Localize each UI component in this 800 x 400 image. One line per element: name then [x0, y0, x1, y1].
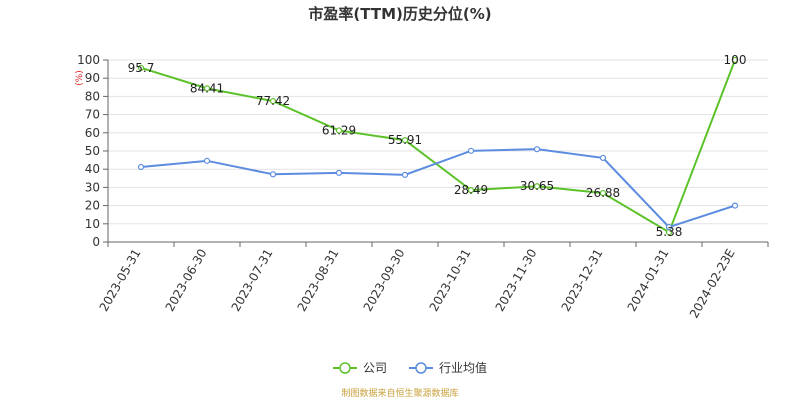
legend-swatch-marker — [339, 362, 351, 374]
data-point — [599, 189, 607, 197]
x-tick-label: 2024-02-23E — [687, 247, 738, 321]
series-layer — [137, 56, 739, 236]
data-point — [137, 64, 145, 71]
series-1 — [137, 146, 739, 231]
y-tick-label: 100 — [77, 53, 100, 67]
x-tick-label: 2023-12-31 — [559, 247, 606, 314]
y-tick-label: 40 — [85, 162, 100, 176]
data-labels: 95.7 84.41 77.42 61.29 55.91 28.49 30.65 26.88 5… — [128, 53, 747, 239]
data-point — [665, 223, 673, 231]
axes: 0 10 20 30 40 50 60 70 80 90 100 2023-05-31 2023-06-… — [77, 53, 769, 321]
legend-label: 公司 — [363, 361, 387, 375]
data-point — [467, 147, 475, 154]
data-point — [203, 157, 211, 164]
x-tick-label: 2023-07-31 — [229, 247, 276, 314]
x-tick-label: 2023-09-30 — [361, 247, 408, 314]
data-label: 30.65 — [520, 179, 554, 193]
data-point — [731, 56, 739, 64]
grid — [108, 59, 768, 225]
y-tick-label: 50 — [85, 144, 100, 158]
data-point — [467, 187, 475, 194]
x-tick-label: 2023-06-30 — [163, 247, 210, 314]
y-tick-label: 70 — [85, 108, 100, 122]
x-tick-label: 2023-10-31 — [427, 247, 474, 314]
legend: 公司 行业均值 — [333, 360, 487, 375]
y-tick-label: 10 — [85, 217, 100, 231]
series-line — [140, 148, 736, 229]
y-tick-label: 90 — [85, 71, 100, 85]
data-point — [269, 171, 277, 178]
data-label: 84.41 — [190, 81, 224, 95]
chart-title: 市盈率(TTM)历史分位(%) — [308, 5, 491, 23]
data-label: 5.38 — [656, 225, 683, 239]
data-point — [599, 154, 607, 162]
data-label: 61.29 — [322, 123, 356, 137]
data-point — [731, 202, 739, 209]
legend-item-0: 公司 — [333, 361, 387, 375]
data-label: 26.88 — [586, 186, 620, 200]
series-0 — [137, 56, 739, 236]
series-line — [140, 59, 736, 234]
source-note: 制图数据来自恒生聚源数据库 — [341, 387, 458, 399]
y-tick-label: 0 — [92, 235, 100, 249]
x-tick-label: 2023-05-31 — [97, 247, 144, 314]
data-point — [401, 171, 409, 178]
data-label: 28.49 — [454, 183, 488, 197]
x-tick-label: 2023-08-31 — [295, 247, 342, 314]
data-point — [401, 137, 409, 144]
data-label: 77.42 — [256, 94, 290, 108]
legend-label: 行业均值 — [439, 360, 487, 375]
data-point — [269, 97, 277, 105]
legend-swatch-marker — [415, 362, 427, 374]
data-point — [137, 163, 145, 171]
x-tick-label: 2023-11-30 — [493, 247, 540, 314]
y-tick-label: 60 — [85, 126, 100, 140]
data-point — [203, 85, 211, 92]
y-tick-label: 20 — [85, 199, 100, 213]
y-axis-unit-label: (%) — [75, 70, 85, 86]
data-label: 100 — [724, 53, 747, 67]
legend-item-1: 行业均值 — [409, 360, 487, 375]
data-point — [533, 146, 541, 153]
y-tick-label: 80 — [85, 89, 100, 103]
data-point — [335, 169, 343, 176]
data-point — [533, 183, 541, 190]
data-label: 95.7 — [128, 61, 155, 75]
data-label: 55.91 — [388, 133, 422, 147]
data-point — [335, 127, 343, 134]
x-tick-label: 2024-01-31 — [625, 247, 672, 314]
y-tick-label: 30 — [85, 180, 100, 194]
